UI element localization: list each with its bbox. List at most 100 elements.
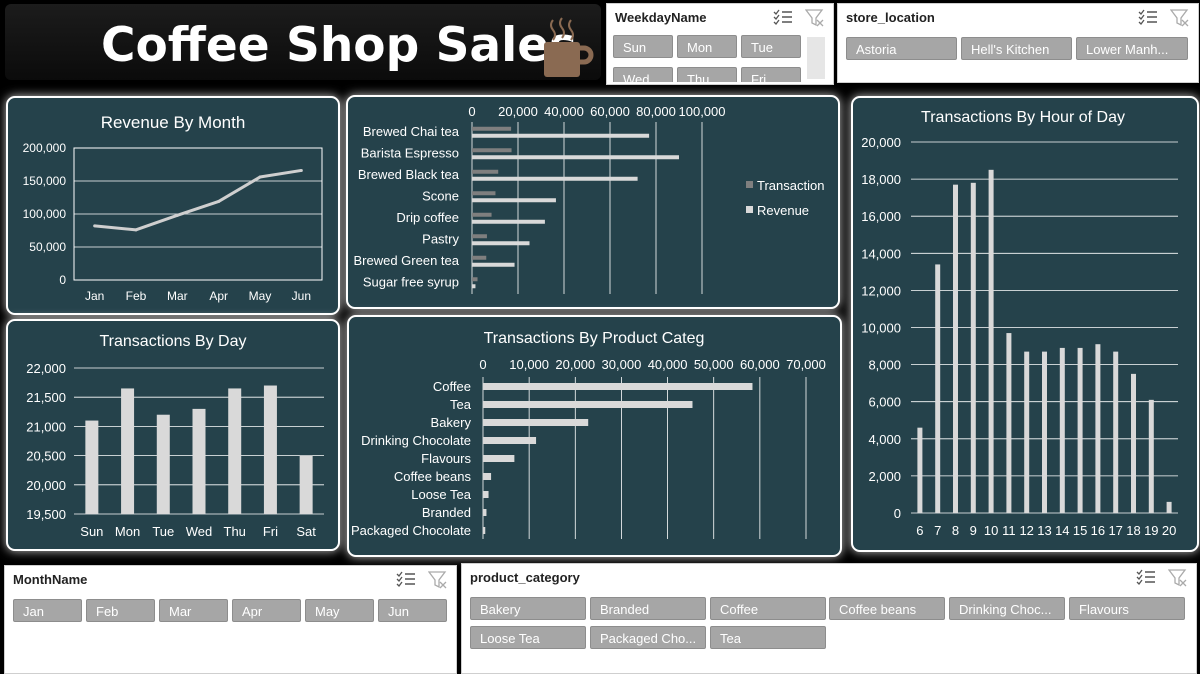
bar — [1166, 501, 1172, 513]
slicer-item-astoria[interactable]: Astoria — [846, 37, 957, 60]
slicer-item-apr[interactable]: Apr — [232, 599, 301, 622]
x-tick-label: 14 — [1055, 523, 1069, 538]
y-tick-label: Loose Tea — [411, 487, 472, 502]
bar — [483, 383, 753, 390]
revenue-by-month-chart: Revenue By Month 0 50,000 100,000 150,000 200… — [23, 113, 323, 303]
data-point — [299, 168, 303, 172]
bar — [472, 191, 496, 196]
x-tick-label: May — [249, 289, 272, 303]
slicer-item-hells-kitchen[interactable]: Hell's Kitchen — [961, 37, 1072, 60]
slicer-item-coffee[interactable]: Coffee — [710, 597, 826, 620]
bar — [1113, 351, 1119, 513]
y-tick-label: Barista Espresso — [361, 145, 459, 160]
x-tick-label: 10,000 — [509, 357, 549, 372]
slicer-item-wed[interactable]: Wed — [613, 67, 673, 82]
slicer-item-may[interactable]: May — [305, 599, 374, 622]
slicer-item-loose-tea[interactable]: Loose Tea — [470, 626, 586, 649]
x-tick-label: 15 — [1073, 523, 1087, 538]
slicer-item-packaged-chocolate[interactable]: Packaged Cho... — [590, 626, 706, 649]
bar — [1131, 373, 1136, 513]
bar — [1024, 351, 1030, 513]
y-tick-label: Tea — [450, 397, 472, 412]
y-tick-label: Branded — [422, 505, 471, 520]
bar — [483, 509, 487, 516]
x-tick-label: Sat — [296, 524, 316, 539]
multi-select-icon[interactable] — [396, 571, 416, 587]
slicer-item-bakery[interactable]: Bakery — [470, 597, 586, 620]
chart-title: Transactions By Day — [99, 333, 246, 350]
slicer-item-coffee-beans[interactable]: Coffee beans — [829, 597, 945, 620]
slicer-item-lower-manhattan[interactable]: Lower Manh... — [1076, 37, 1188, 60]
multi-select-icon[interactable] — [773, 9, 793, 25]
x-tick-label: 19 — [1144, 523, 1158, 538]
bar — [970, 182, 976, 513]
y-tick-label: 10,000 — [861, 321, 901, 336]
slicer-item-feb[interactable]: Feb — [86, 599, 155, 622]
month-slicer-title: MonthName — [13, 572, 88, 587]
bar — [472, 133, 650, 138]
x-tick-label: 0 — [479, 357, 486, 372]
coffee-cup-icon — [544, 17, 594, 77]
bar — [472, 262, 515, 267]
bar — [472, 234, 487, 239]
category-slicer: product_category Bakery Branded Coffee C… — [461, 563, 1197, 674]
bar — [953, 184, 958, 513]
y-tick-label: Sugar free syrup — [363, 274, 459, 289]
slicer-item-jun[interactable]: Jun — [378, 599, 447, 622]
multi-select-icon[interactable] — [1138, 9, 1158, 25]
x-tick-label: Jun — [292, 289, 311, 303]
x-tick-label: 20,000 — [555, 357, 595, 372]
bar — [472, 169, 499, 174]
clear-filter-icon[interactable] — [805, 9, 825, 27]
slicer-item-tue[interactable]: Tue — [741, 35, 801, 58]
slicer-item-thu[interactable]: Thu — [677, 67, 737, 82]
slicer-item-branded[interactable]: Branded — [590, 597, 706, 620]
bar — [472, 126, 512, 131]
bar — [1059, 347, 1065, 513]
x-tick-label: 40,000 — [544, 104, 584, 119]
multi-select-icon[interactable] — [1136, 569, 1156, 585]
bar — [121, 388, 135, 514]
x-tick-label: 40,000 — [648, 357, 688, 372]
transactions-by-day-chart: Transactions By Day 19,500 20,000 20,500 21,… — [26, 333, 324, 539]
data-point — [134, 228, 138, 232]
bar — [483, 527, 486, 534]
y-tick-label: Drinking Chocolate — [361, 433, 471, 448]
y-tick-label: 0 — [894, 506, 901, 521]
y-tick-label: Packaged Chocolate — [351, 523, 471, 538]
x-tick-label: 17 — [1108, 523, 1122, 538]
y-tick-label: 20,500 — [26, 449, 66, 464]
bar — [1006, 333, 1012, 513]
transactions-by-day-panel: Transactions By Day 19,500 20,000 20,500 21,… — [6, 319, 340, 551]
y-tick-label: 200,000 — [23, 141, 67, 155]
bar — [1042, 351, 1047, 513]
legend-swatch — [746, 181, 753, 188]
legend-swatch — [746, 206, 753, 213]
slicer-item-sun[interactable]: Sun — [613, 35, 673, 58]
x-tick-label: Apr — [209, 289, 228, 303]
revenue-by-month-panel: Revenue By Month 0 50,000 100,000 150,000 200… — [6, 96, 340, 315]
slicer-item-tea[interactable]: Tea — [710, 626, 826, 649]
slicer-item-drinking-chocolate[interactable]: Drinking Choc... — [949, 597, 1065, 620]
bar — [483, 473, 492, 480]
transactions-by-category-panel: Transactions By Product Categ 0 10,000 20,0… — [347, 315, 842, 557]
x-tick-label: 60,000 — [740, 357, 780, 372]
slicer-item-mar[interactable]: Mar — [159, 599, 228, 622]
y-tick-label: 150,000 — [23, 174, 67, 188]
slicer-item-fri[interactable]: Fri — [741, 67, 801, 82]
weekday-slicer-scrollbar[interactable] — [807, 37, 825, 79]
legend-label: Revenue — [757, 203, 809, 218]
clear-filter-icon[interactable] — [428, 571, 448, 589]
slicer-item-mon[interactable]: Mon — [677, 35, 737, 58]
x-tick-label: 80,000 — [636, 104, 676, 119]
y-tick-label: 100,000 — [23, 207, 67, 221]
x-tick-label: 8 — [952, 523, 959, 538]
clear-filter-icon[interactable] — [1170, 9, 1190, 27]
y-tick-label: 14,000 — [861, 246, 901, 261]
chart-title: Revenue By Month — [101, 113, 246, 132]
clear-filter-icon[interactable] — [1168, 569, 1188, 587]
slicer-item-flavours[interactable]: Flavours — [1069, 597, 1185, 620]
bar — [228, 388, 242, 514]
slicer-item-jan[interactable]: Jan — [13, 599, 82, 622]
bar — [483, 419, 589, 426]
